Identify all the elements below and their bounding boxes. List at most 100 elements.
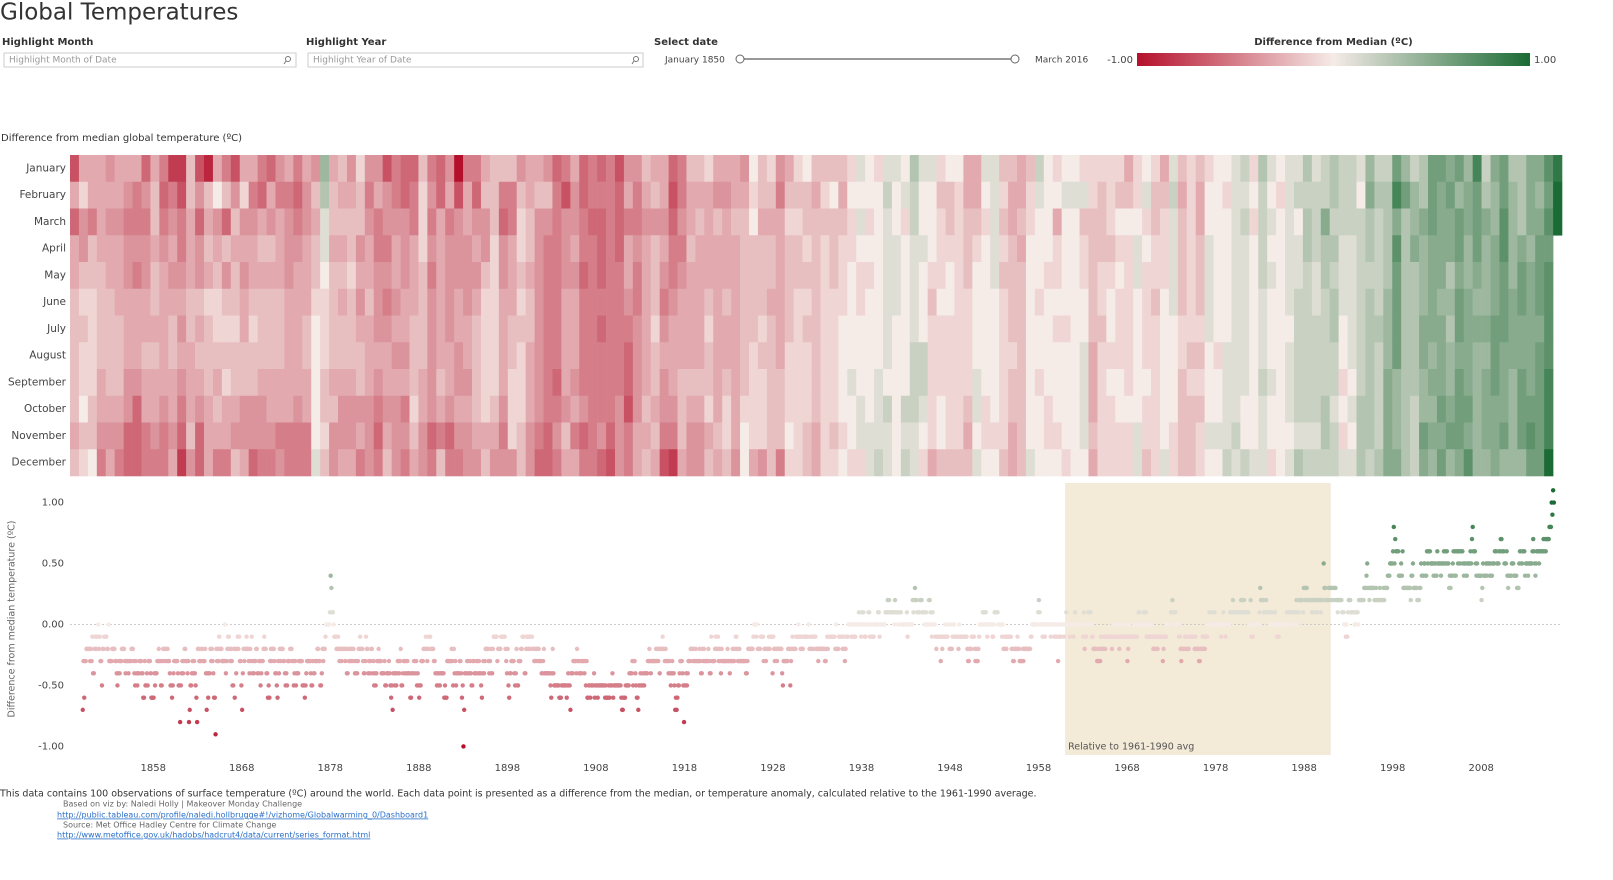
heat-cell [972, 208, 982, 236]
heat-cell [561, 155, 571, 183]
heat-cell [1517, 262, 1527, 290]
heat-cell [454, 235, 464, 263]
heat-cell [1365, 155, 1375, 183]
point [191, 658, 197, 664]
footer-link[interactable]: http://public.tableau.com/profile/naledi… [57, 811, 428, 820]
heat-cell [1419, 155, 1429, 183]
heat-cell [1177, 422, 1188, 450]
point [1391, 524, 1396, 530]
heat-cell [1267, 449, 1277, 477]
heat-cell [1401, 262, 1411, 290]
heat-cell [373, 288, 383, 316]
point [767, 646, 772, 652]
year-input[interactable] [307, 52, 644, 68]
point [1424, 573, 1429, 578]
heat-cell [1097, 181, 1107, 209]
heat-cell [650, 422, 660, 450]
point [386, 658, 392, 664]
heat-cell [186, 422, 196, 450]
heat-cell [1025, 155, 1036, 183]
heat-cell [1258, 395, 1268, 423]
heat-cell [204, 315, 214, 343]
heat-cell [945, 288, 955, 316]
heat-cell [463, 181, 473, 209]
heat-cell [1267, 369, 1277, 397]
heat-cell [480, 315, 491, 343]
heat-cell [757, 369, 768, 397]
heat-cell [829, 181, 839, 209]
heat-cell [641, 369, 652, 397]
heat-cell [695, 315, 705, 343]
heat-cell [891, 449, 902, 477]
heat-cell [1008, 181, 1018, 209]
heat-cell [114, 288, 124, 316]
heat-cell [346, 262, 357, 290]
point [1384, 585, 1390, 591]
heat-cell [1061, 208, 1071, 236]
heat-cell [78, 315, 89, 343]
heat-cell [829, 155, 839, 183]
footer-link[interactable]: http://www.metoffice.gov.uk/hadobs/hadcr… [57, 831, 370, 840]
slider-handle[interactable] [1010, 54, 1020, 64]
slider-handle[interactable] [735, 54, 745, 64]
heat-cell [195, 262, 205, 290]
point [281, 658, 287, 664]
heat-cell [150, 181, 160, 209]
point [229, 658, 234, 664]
point [642, 683, 647, 688]
heat-cell [212, 449, 223, 477]
heat-cell [1383, 181, 1393, 209]
heat-cell [1240, 369, 1250, 397]
heat-cell [802, 369, 812, 397]
heat-cell [981, 208, 991, 236]
point [633, 671, 638, 676]
heat-cell [212, 235, 223, 263]
point [1186, 646, 1191, 652]
point [170, 683, 175, 688]
heat-cell [543, 315, 553, 343]
point [217, 634, 222, 639]
heat-cell [1436, 342, 1447, 370]
heat-cell [1293, 395, 1304, 423]
heat-cell [1177, 181, 1188, 209]
heat-cell [597, 449, 607, 477]
heat-cell [150, 155, 160, 183]
heat-cell [1115, 315, 1125, 343]
y-tick-label: 1.00 [42, 498, 64, 509]
heat-cell [400, 235, 410, 263]
month-input[interactable] [3, 52, 297, 68]
heat-cell [1490, 235, 1500, 263]
heat-cell [400, 181, 410, 209]
heat-cell [1526, 155, 1536, 183]
heat-cell [480, 449, 491, 477]
heat-cell [293, 395, 303, 423]
heat-cell [168, 315, 178, 343]
heat-cell [1088, 155, 1098, 183]
heat-cell [766, 369, 777, 397]
point [272, 658, 277, 664]
heat-cell [1338, 369, 1348, 397]
heat-cell [1374, 235, 1384, 263]
point [1090, 634, 1095, 639]
point [1464, 573, 1470, 578]
heat-cell [239, 395, 249, 423]
slider-start: January 1850 [664, 56, 725, 66]
x-tick-label: 1928 [760, 763, 785, 774]
point [96, 622, 101, 627]
heat-cell [561, 235, 571, 263]
point [956, 646, 961, 652]
point [147, 658, 153, 664]
point [515, 683, 521, 688]
heat-cell [230, 395, 241, 423]
heat-cell [847, 342, 857, 370]
point [858, 634, 864, 639]
heat-cell [489, 449, 500, 477]
heat-cell [1454, 262, 1465, 290]
heat-cell [606, 422, 616, 450]
heat-cell [418, 181, 428, 209]
heat-cell [1097, 422, 1107, 450]
heat-cell [1410, 449, 1420, 477]
point [923, 610, 929, 615]
point [481, 671, 487, 676]
point [141, 695, 147, 700]
